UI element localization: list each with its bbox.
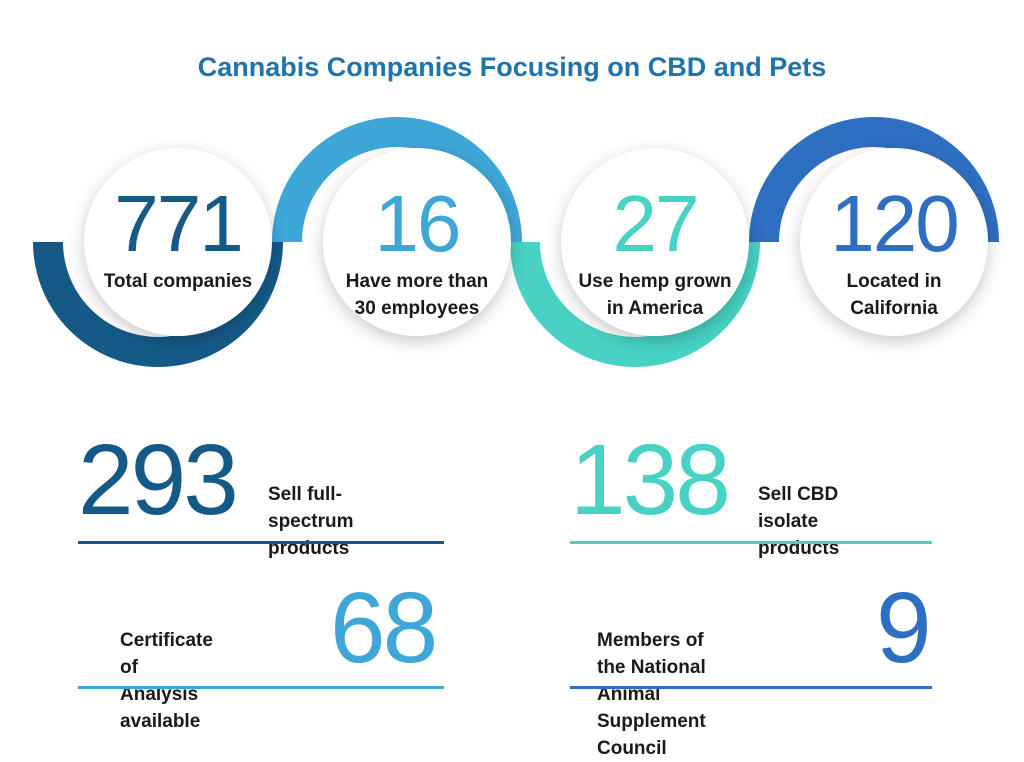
arc-light-blue	[272, 117, 522, 242]
circle-label-line: 30 employees	[354, 298, 480, 319]
stat-label-line: Certificate of	[120, 630, 213, 678]
circle-label: Have more than 30 employees	[323, 268, 511, 322]
circle-label-line: Have more than	[345, 271, 489, 292]
arc-royal-blue	[749, 117, 999, 242]
stat-label: Sell CBD isolate products	[758, 481, 839, 562]
circle-label-line: Use hemp grown	[578, 271, 732, 292]
stat-label-line: products	[758, 538, 840, 559]
circle-label: Located in California	[800, 268, 988, 322]
circle-label: Use hemp grown in America	[561, 268, 749, 322]
circle-label-line: in America	[606, 298, 704, 319]
stat-number: 9	[876, 572, 932, 684]
stat-number: 138	[570, 424, 731, 536]
stat-label-line: Members of the National	[597, 630, 706, 678]
stat-label: Members of the National Animal Supplemen…	[597, 627, 706, 762]
circle-number: 16	[374, 179, 462, 268]
arc-teal	[510, 242, 760, 367]
decorative-arcs	[33, 117, 999, 367]
stat-label-line: Sell CBD isolate	[758, 484, 839, 532]
stat-circle-employees: 16 Have more than 30 employees	[323, 148, 511, 336]
divider-line	[570, 686, 932, 689]
stat-label: Certificate of Analysis available	[120, 627, 213, 735]
page-title: Cannabis Companies Focusing on CBD and P…	[197, 52, 827, 82]
stat-number: 68	[330, 572, 438, 684]
stat-label-line: Sell full-spectrum	[268, 484, 354, 532]
arc-dark-blue	[33, 242, 283, 367]
divider-line	[78, 541, 444, 544]
divider-line	[78, 686, 444, 689]
circle-number: 27	[612, 179, 700, 268]
circle-number: 771	[114, 179, 243, 268]
stat-circle-california: 120 Located in California	[800, 148, 988, 336]
stat-circle-american-hemp: 27 Use hemp grown in America	[561, 148, 749, 336]
circle-number: 120	[830, 179, 959, 268]
circle-label-line: Located in	[846, 271, 942, 292]
circle-label-line: California	[850, 298, 938, 319]
circle-label-line: Total companies	[103, 271, 253, 292]
stat-number: 293	[78, 424, 239, 536]
stat-label: Sell full-spectrum products	[268, 481, 354, 562]
stat-label-line: Analysis available	[120, 684, 201, 732]
stat-label-line: products	[268, 538, 350, 559]
stat-circle-total-companies: 771 Total companies	[84, 148, 272, 336]
divider-line	[570, 541, 932, 544]
circle-label: Total companies	[84, 268, 272, 295]
